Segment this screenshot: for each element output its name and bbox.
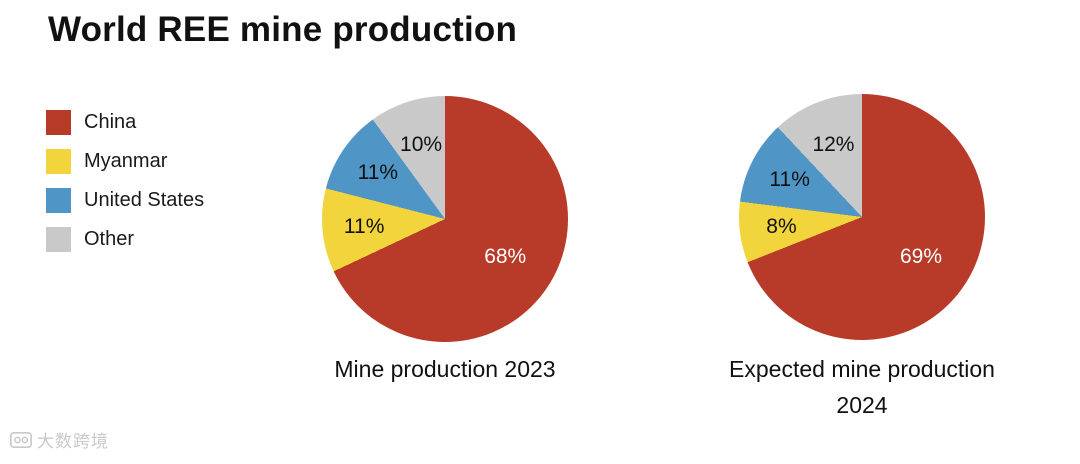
pie-chart-2024: 69% 8% 11% 12% bbox=[739, 94, 985, 340]
pie-slice-label: 68% bbox=[484, 245, 527, 269]
pie-slice-label: 69% bbox=[899, 245, 943, 269]
legend: China Myanmar United States Other bbox=[46, 110, 204, 252]
watermark-logo-icon bbox=[10, 431, 32, 448]
pie-2023: 68% 11% 11% 10% bbox=[322, 96, 568, 342]
chart-title: World REE mine production bbox=[48, 10, 518, 49]
legend-item-china: China bbox=[46, 110, 204, 135]
legend-item-myanmar: Myanmar bbox=[46, 149, 204, 174]
watermark: 大数跨境 bbox=[10, 427, 109, 452]
pie-caption-2024: Expected mine production 2024 bbox=[729, 356, 995, 418]
legend-label: Other bbox=[84, 228, 135, 250]
pie-slice-label: 10% bbox=[400, 133, 443, 157]
legend-swatch-china bbox=[46, 110, 71, 135]
legend-item-united-states: United States bbox=[46, 188, 204, 213]
legend-swatch-other bbox=[46, 227, 71, 252]
watermark-text: 大数跨境 bbox=[37, 432, 109, 451]
legend-label: United States bbox=[84, 189, 205, 211]
legend-label: Myanmar bbox=[84, 150, 168, 172]
pie-slice-label: 11% bbox=[357, 161, 399, 185]
legend-item-other: Other bbox=[46, 227, 204, 252]
legend-swatch-united-states bbox=[46, 188, 71, 213]
pie-2024: 69% 8% 11% 12% bbox=[739, 94, 985, 340]
pie-slice-label: 12% bbox=[812, 132, 855, 156]
legend-swatch-myanmar bbox=[46, 149, 71, 174]
pie-slice-label: 11% bbox=[343, 214, 385, 238]
pie-chart-2023: 68% 11% 11% 10% bbox=[322, 96, 568, 342]
pie-caption-2023: Mine production 2023 bbox=[334, 356, 556, 382]
legend-label: China bbox=[84, 111, 137, 133]
pie-slice-label: 8% bbox=[766, 215, 797, 239]
pie-slice-label: 11% bbox=[769, 168, 810, 192]
